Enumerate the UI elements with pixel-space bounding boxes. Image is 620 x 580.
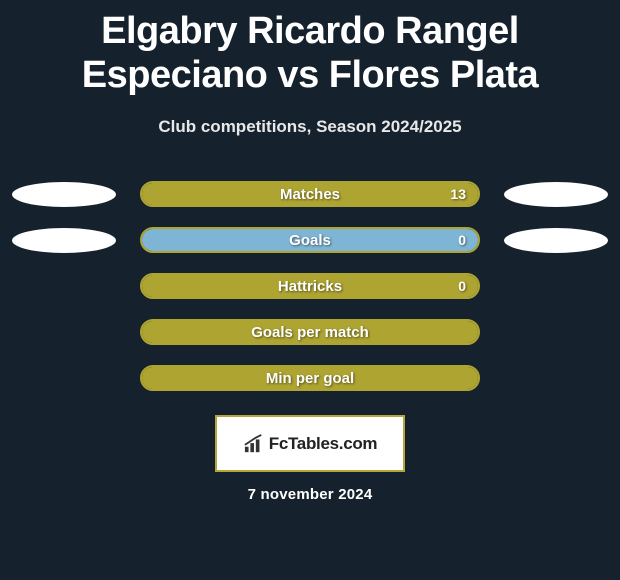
badge-spacer [504,274,608,299]
stat-row: Min per goal [8,365,612,391]
stat-value: 13 [450,186,466,202]
player-badge-right [504,228,608,253]
brand-text: FcTables.com [269,434,378,454]
stat-bar: Goals 0 [140,227,480,253]
player-badge-left [12,228,116,253]
date-text: 7 november 2024 [0,486,620,503]
stat-row: Goals per match [8,319,612,345]
badge-spacer [12,274,116,299]
player-badge-right [504,182,608,207]
stat-label: Hattricks [278,278,342,295]
stat-value: 0 [458,278,466,294]
badge-spacer [504,366,608,391]
stat-bar: Matches 13 [140,181,480,207]
chart-icon [243,434,265,454]
stat-label: Matches [280,186,340,203]
stat-row: Goals 0 [8,227,612,253]
stat-value: 0 [458,232,466,248]
badge-spacer [504,320,608,345]
stat-label: Min per goal [266,370,354,387]
comparison-widget: Elgabry Ricardo Rangel Especiano vs Flor… [0,0,620,503]
stat-row: Hattricks 0 [8,273,612,299]
player-badge-left [12,182,116,207]
brand-logo[interactable]: FcTables.com [215,415,405,472]
stat-row: Matches 13 [8,181,612,207]
stat-label: Goals [289,232,331,249]
badge-spacer [12,320,116,345]
stat-bar: Min per goal [140,365,480,391]
page-title: Elgabry Ricardo Rangel Especiano vs Flor… [0,10,620,105]
badge-spacer [12,366,116,391]
subtitle: Club competitions, Season 2024/2025 [0,117,620,137]
stat-bar: Goals per match [140,319,480,345]
stats-list: Matches 13 Goals 0 Hattricks 0 Goals per match… [0,181,620,391]
stat-label: Goals per match [251,324,369,341]
stat-bar: Hattricks 0 [140,273,480,299]
